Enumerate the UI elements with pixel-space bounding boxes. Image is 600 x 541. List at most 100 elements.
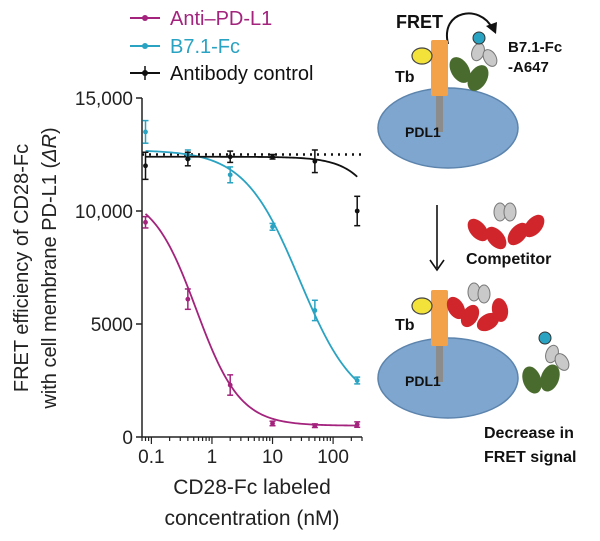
y-axis-label-line1: FRET efficiency of CD28-Fc (11, 144, 33, 392)
fc-arm-dark (540, 364, 560, 392)
data-points (142, 119, 361, 429)
legend-label: Anti–PD-L1 (170, 8, 272, 30)
cell-bottom (377, 337, 519, 419)
y-tick-label: 10,000 (75, 202, 133, 223)
data-marker (270, 421, 275, 426)
x-axis-label-line2: concentration (nM) (164, 507, 339, 530)
fit-curve-series-0 (144, 213, 358, 427)
cell-top (377, 87, 519, 169)
legend-swatch-marker (142, 15, 148, 21)
y-tick-label: 5000 (91, 315, 133, 336)
competitor-arm (446, 296, 466, 320)
data-marker (227, 154, 233, 160)
data-marker (227, 382, 233, 388)
data-point-series-2 (227, 150, 234, 164)
fret-arrow-icon (445, 12, 493, 45)
legend-swatch-marker (142, 43, 148, 49)
fab-light (554, 353, 570, 371)
acceptor-label-line1: B7.1-Fc (508, 39, 562, 56)
y-tick-label: 15,000 (75, 89, 133, 110)
fit-curve-series-2 (145, 155, 358, 178)
x-tick-label: 10 (262, 447, 283, 468)
receptor-bottom (431, 290, 448, 346)
data-marker (143, 129, 148, 135)
legend: Anti–PD-L1 B7.1-Fc Antibody control (130, 8, 313, 85)
data-point-series-0 (269, 420, 276, 427)
x-tick-label: 100 (317, 447, 349, 468)
receptor-top (431, 40, 448, 96)
fret-arrowhead-icon (486, 22, 497, 34)
result-label-line1: Decrease in (484, 425, 574, 442)
data-marker (354, 422, 360, 427)
data-point-series-1 (142, 119, 149, 144)
process-arrowhead-icon (429, 259, 445, 272)
data-marker (270, 154, 275, 160)
competitor-arm (485, 226, 507, 250)
data-point-series-1 (311, 299, 318, 322)
legend-label: Antibody control (170, 63, 313, 85)
data-marker (312, 423, 318, 429)
tb-label-bottom: Tb (395, 317, 415, 334)
bound-competitor-icon (446, 282, 509, 332)
fret-schematic: FRET B7.1-Fc -A647 Tb PDL1 (377, 12, 576, 466)
data-marker (185, 156, 191, 162)
y-axis-label-symbol: ΔR (39, 134, 61, 163)
data-marker (143, 163, 148, 169)
competitor-label: Competitor (466, 251, 551, 268)
x-tick-label: 0.1 (138, 447, 164, 468)
data-marker (354, 378, 360, 383)
data-point-series-0 (142, 215, 149, 229)
x-axis-label-line1: CD28-Fc labeled (173, 476, 331, 499)
legend-item-anti-pd-l1: Anti–PD-L1 (130, 8, 272, 30)
pdl1-label-top: PDL1 (405, 124, 441, 140)
fit-curves (144, 150, 358, 427)
fc-arm-dark (522, 366, 542, 394)
b7-1-fc-acceptor-icon (449, 31, 498, 91)
data-point-series-0 (184, 288, 191, 311)
data-point-series-0 (227, 374, 234, 396)
terbium-donor-icon (411, 297, 433, 315)
data-marker (143, 219, 148, 225)
data-point-series-2 (311, 149, 318, 174)
data-marker (185, 296, 191, 302)
competitor-arm (491, 298, 509, 322)
competitor-fc (503, 202, 517, 222)
plot-axes (141, 98, 362, 438)
competitor-arm (507, 222, 529, 246)
competitor-fc (477, 284, 491, 304)
data-point-series-0 (311, 423, 318, 429)
legend-item-b7-1-fc: B7.1-Fc (130, 36, 240, 58)
tb-label-top: Tb (395, 69, 415, 86)
receptor-stem-bottom (436, 344, 443, 382)
legend-item-antibody-control: Antibody control (130, 63, 313, 85)
data-point-series-2 (142, 151, 149, 181)
data-point-series-2 (354, 195, 361, 227)
acceptor-dye-icon (472, 31, 486, 45)
released-acceptor-icon (522, 331, 570, 394)
data-marker (312, 308, 318, 313)
x-tick-label: 1 (207, 447, 218, 468)
result-label-line2: FRET signal (484, 449, 576, 466)
data-marker (227, 172, 233, 178)
data-point-series-1 (227, 166, 234, 184)
acceptor-dye-icon (538, 331, 552, 345)
legend-label: B7.1-Fc (170, 36, 240, 58)
competitor-arm (460, 304, 480, 328)
competitor-arm (523, 214, 545, 238)
data-marker (270, 224, 275, 230)
competitor-antibody-icon (467, 202, 545, 250)
competitor-arm (467, 218, 489, 242)
terbium-donor-icon (411, 47, 433, 65)
y-axis-label-line2: with cell membrane PD-L1 (ΔR) (39, 127, 61, 409)
data-point-series-0 (354, 421, 361, 429)
fret-label: FRET (396, 12, 443, 32)
data-point-series-1 (269, 222, 276, 231)
data-marker (312, 158, 318, 164)
data-point-series-2 (269, 153, 276, 160)
competitor-arm (476, 312, 500, 332)
y-axis-label-suffix: ) (39, 127, 61, 134)
pdl1-label-bottom: PDL1 (405, 373, 441, 389)
data-marker (354, 208, 360, 214)
x-ticks: 0.1 1 10 100 (138, 437, 363, 468)
